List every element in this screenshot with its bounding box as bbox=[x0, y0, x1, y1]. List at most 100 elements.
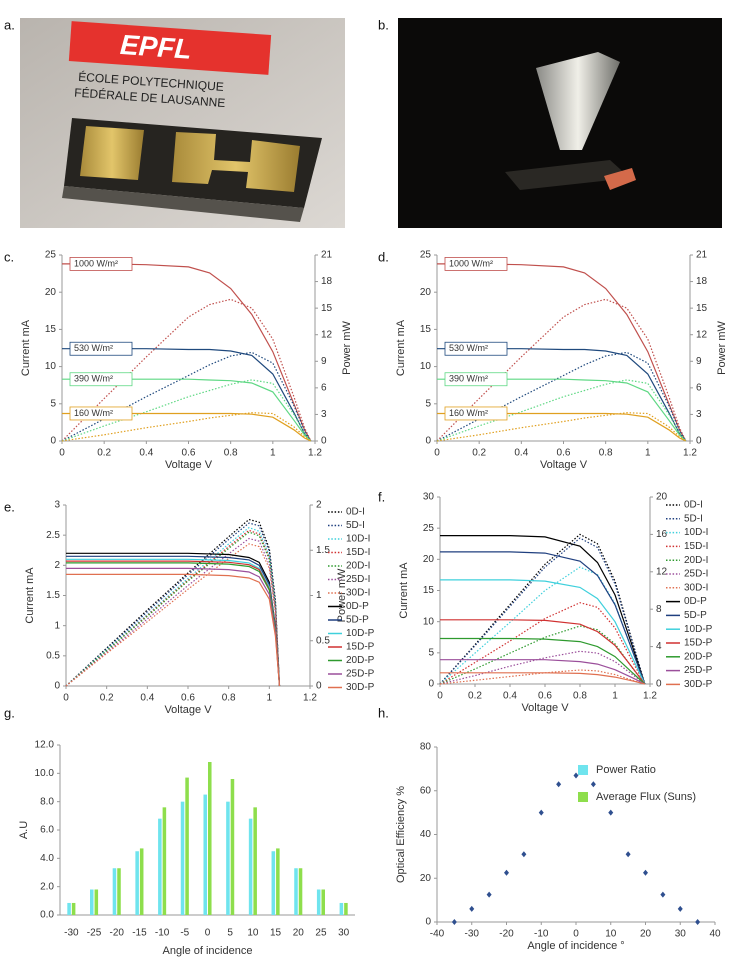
bar bbox=[94, 889, 99, 915]
y-tick-label: 0.0 bbox=[40, 910, 54, 921]
series-line bbox=[440, 637, 646, 685]
legend-label: 0D-P bbox=[346, 601, 369, 612]
series-label-box bbox=[444, 257, 508, 271]
x-tick-label: 15 bbox=[270, 928, 282, 939]
series-line bbox=[65, 518, 281, 687]
x-tick-label: 0 bbox=[63, 693, 69, 704]
panel-label: d. bbox=[378, 249, 389, 264]
legend-label: 30D-I bbox=[684, 582, 708, 593]
y2-tick-label: 8 bbox=[656, 604, 662, 615]
point bbox=[573, 772, 579, 779]
x-tick-label: 0.6 bbox=[538, 691, 552, 702]
series-label: 160 W/m² bbox=[449, 408, 488, 418]
series-line bbox=[440, 535, 646, 685]
series-line bbox=[440, 579, 646, 685]
series-line bbox=[65, 531, 281, 687]
series-line bbox=[439, 537, 646, 685]
y-tick-label: 8.0 bbox=[40, 796, 54, 807]
series-line bbox=[66, 567, 281, 687]
y2-tick-label: 18 bbox=[696, 276, 708, 287]
bar bbox=[112, 868, 117, 915]
y-tick-label: 6.0 bbox=[40, 825, 54, 836]
series-line bbox=[65, 526, 281, 687]
legend-label: 15D-I bbox=[684, 541, 708, 552]
legend-label: 30D-I bbox=[346, 588, 370, 599]
legend-label: Power Ratio bbox=[596, 764, 656, 776]
y2-tick-label: 1 bbox=[316, 590, 322, 601]
y-tick-label: 20 bbox=[423, 554, 435, 565]
x-tick-label: 0.8 bbox=[599, 448, 613, 459]
y2-tick-label: 9 bbox=[696, 356, 702, 367]
series-line bbox=[439, 602, 646, 685]
x-tick-label: 1 bbox=[612, 691, 618, 702]
bar bbox=[321, 889, 325, 915]
bar bbox=[253, 807, 257, 915]
series-label-box bbox=[69, 406, 133, 421]
x-tick-label: 0.4 bbox=[503, 691, 517, 702]
bar bbox=[226, 801, 230, 915]
series-line bbox=[66, 573, 281, 687]
legend-label: 20D-P bbox=[346, 655, 375, 666]
series-label: 160 W/m² bbox=[74, 408, 113, 418]
y-tick-label: 5 bbox=[428, 647, 434, 658]
y2-tick-label: 3 bbox=[696, 409, 702, 420]
mount bbox=[505, 160, 630, 190]
y2-tick-label: 18 bbox=[321, 276, 333, 287]
x-axis-label: Angle of incidence ° bbox=[527, 940, 624, 952]
y2-tick-label: 9 bbox=[321, 356, 327, 367]
x-tick-label: 0.8 bbox=[222, 693, 236, 704]
y-tick-label: 20 bbox=[45, 287, 57, 298]
series-line bbox=[66, 562, 281, 687]
panel-label: e. bbox=[4, 499, 15, 514]
chip-edge bbox=[62, 186, 304, 222]
y-tick-label: 0 bbox=[425, 917, 431, 928]
x-tick-label: 0 bbox=[205, 928, 211, 939]
x-tick-label: 1.2 bbox=[308, 448, 322, 459]
x-tick-label: 5 bbox=[227, 928, 233, 939]
series-line bbox=[440, 672, 645, 685]
y-tick-label: 20 bbox=[420, 287, 432, 298]
x-axis-label: Voltage V bbox=[540, 459, 588, 471]
x-tick-label: -15 bbox=[132, 928, 147, 939]
point bbox=[486, 891, 492, 898]
panel-label: c. bbox=[4, 249, 14, 264]
y2-axis-label: Power mW bbox=[716, 320, 728, 374]
y-axis-label: Current mA bbox=[395, 319, 407, 376]
x-tick-label: 20 bbox=[640, 929, 652, 940]
bar bbox=[135, 851, 139, 915]
y2-tick-label: 12 bbox=[696, 329, 708, 340]
x-tick-label: 0 bbox=[573, 929, 579, 940]
x-tick-label: -25 bbox=[87, 928, 102, 939]
legend-swatch bbox=[578, 765, 588, 775]
x-tick-label: -20 bbox=[110, 928, 125, 939]
x-tick-label: 0.2 bbox=[100, 693, 114, 704]
y-tick-label: 2.0 bbox=[40, 881, 54, 892]
bar bbox=[162, 807, 167, 915]
x-tick-label: -30 bbox=[64, 928, 79, 939]
legend-label: 10D-P bbox=[346, 628, 375, 639]
y-axis-label: Current mA bbox=[20, 319, 32, 376]
y2-tick-label: 20 bbox=[656, 492, 668, 503]
y2-tick-label: 6 bbox=[321, 382, 327, 393]
y-axis-label: Optical Efficiency % bbox=[395, 786, 407, 883]
x-axis-label: Voltage V bbox=[165, 459, 213, 471]
legend-label: 25D-I bbox=[346, 574, 370, 585]
y-tick-label: 3 bbox=[54, 500, 60, 511]
series-line bbox=[65, 522, 281, 687]
series-line bbox=[439, 625, 646, 685]
y2-tick-label: 21 bbox=[696, 250, 708, 261]
chip-contact bbox=[80, 126, 144, 180]
y-tick-label: 4.0 bbox=[40, 853, 54, 864]
x-tick-label: -30 bbox=[465, 929, 480, 940]
series-line bbox=[65, 537, 281, 687]
bar bbox=[139, 848, 144, 915]
panel-label: b. bbox=[378, 17, 389, 32]
concentrator bbox=[536, 52, 620, 150]
legend-label: 20D-I bbox=[346, 561, 370, 572]
bar bbox=[203, 794, 207, 915]
y-axis-label: Current mA bbox=[24, 567, 36, 624]
bar bbox=[185, 777, 189, 915]
point bbox=[660, 891, 666, 898]
series-label: 1000 W/m² bbox=[74, 258, 118, 268]
y-tick-label: 80 bbox=[420, 742, 432, 753]
